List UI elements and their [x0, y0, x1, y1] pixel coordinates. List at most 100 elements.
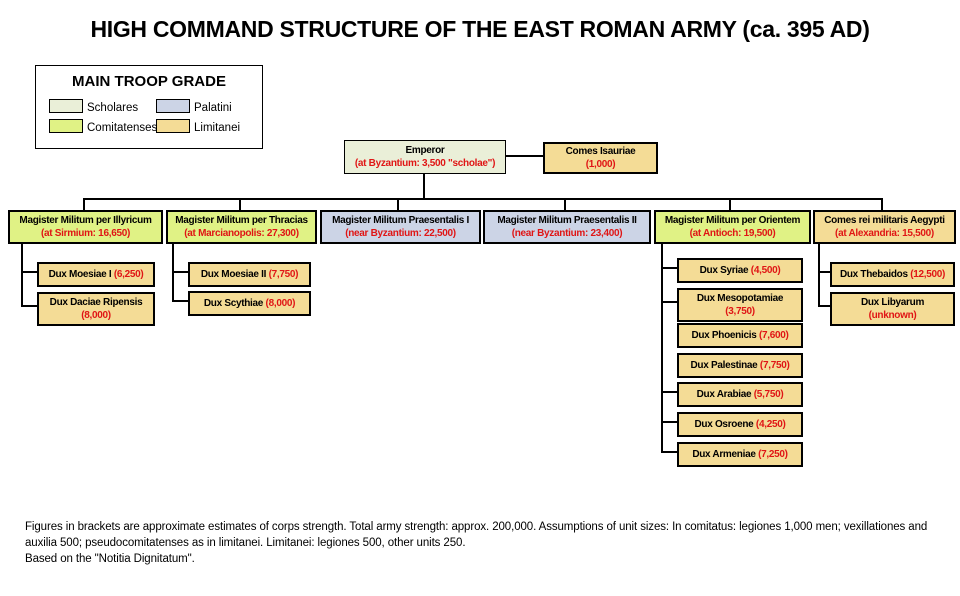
connector-stub: [564, 198, 566, 210]
node-dux-mesopotamiae: Dux Mesopotamiae (3,750): [677, 288, 803, 322]
node-title: Dux Libyarum: [860, 297, 925, 308]
node-title: Magister Militum per Orientem: [664, 215, 801, 226]
node-strength: (at Byzantium: 3,500 "scholae"): [354, 158, 496, 169]
node-strength: (7,750): [268, 269, 299, 280]
legend-label: Scholares: [87, 102, 139, 114]
node-title: Dux Scythiae: [203, 298, 264, 309]
node-comes-isauriae: Comes Isauriae (1,000): [543, 142, 658, 174]
node-title: Dux Moesiae II: [200, 269, 267, 280]
node-dux-moesiae-1: Dux Moesiae I (6,250): [37, 262, 155, 287]
footnotes: Figures in brackets are approximate esti…: [25, 519, 945, 567]
scholares-color-swatch: [49, 99, 83, 113]
legend-box: MAIN TROOP GRADE Scholares Palatini Comi…: [35, 65, 263, 149]
node-title: Dux Mesopotamiae: [696, 293, 784, 304]
node-dux-armeniae: Dux Armeniae (7,250): [677, 442, 803, 467]
node-magister-praesentalis-1: Magister Militum Praesentalis I (near Byz…: [320, 210, 481, 244]
node-comes-aegypti: Comes rei militaris Aegypti (at Alexandri…: [813, 210, 956, 244]
connector-stub: [172, 300, 188, 302]
connector-aegypti-drop: [818, 240, 820, 307]
node-strength: (6,250): [113, 269, 144, 280]
node-strength: (7,600): [758, 330, 789, 341]
connector-stub: [239, 198, 241, 210]
node-title: Dux Moesiae I: [48, 269, 112, 280]
node-title: Dux Daciae Ripensis: [49, 297, 143, 308]
connector-stub: [21, 305, 37, 307]
connector-stub: [21, 271, 37, 273]
node-dux-libyarum: Dux Libyarum (unknown): [830, 292, 955, 326]
node-strength: (1,000): [585, 159, 616, 170]
connector-stub: [661, 451, 677, 453]
node-dux-syriae: Dux Syriae (4,500): [677, 258, 803, 283]
connector-stub: [661, 301, 677, 303]
node-dux-palestinae: Dux Palestinae (7,750): [677, 353, 803, 378]
node-title: Comes rei militaris Aegypti: [824, 215, 945, 226]
node-dux-phoenicis: Dux Phoenicis (7,600): [677, 323, 803, 348]
legend-label: Limitanei: [194, 122, 241, 134]
connector-stub: [729, 198, 731, 210]
node-title: Dux Thebaidos: [839, 269, 908, 280]
node-dux-scythiae: Dux Scythiae (8,000): [188, 291, 311, 316]
connector-stub: [172, 271, 188, 273]
node-strength: (3,750): [725, 306, 755, 317]
node-title: Magister Militum Praesentalis I: [332, 215, 469, 226]
node-title: Dux Arabiae: [696, 389, 752, 400]
node-strength: (8,000): [265, 298, 296, 309]
connector-stub: [397, 198, 399, 210]
node-strength: (at Sirmium: 16,650): [40, 228, 131, 239]
node-strength: (4,250): [755, 419, 786, 430]
node-title: Magister Militum per Illyricum: [19, 215, 152, 226]
connector-bus: [83, 198, 883, 200]
node-dux-moesiae-2: Dux Moesiae II (7,750): [188, 262, 311, 287]
node-strength: (near Byzantium: 22,500): [345, 228, 456, 239]
palatini-color-swatch: [156, 99, 190, 113]
page-title: HIGH COMMAND STRUCTURE OF THE EAST ROMAN…: [90, 16, 870, 42]
comitatenses-color-swatch: [49, 119, 83, 133]
node-emperor: Emperor (at Byzantium: 3,500 "scholae"): [344, 140, 506, 174]
node-dux-daciae-ripensis: Dux Daciae Ripensis (8,000): [37, 292, 155, 326]
connector-stub: [83, 198, 85, 210]
connector-stub: [818, 271, 830, 273]
legend-label: Palatini: [194, 102, 232, 114]
node-strength: (at Alexandria: 15,500): [835, 228, 934, 239]
connector-orientem-drop: [661, 240, 663, 453]
legend-label: Comitatenses: [87, 122, 158, 134]
footnote-line: Based on the "Notitia Dignitatum".: [25, 553, 195, 565]
node-strength: (5,750): [753, 389, 784, 400]
node-strength: (4,500): [750, 265, 781, 276]
legend-item-palatini: Palatini: [156, 99, 232, 114]
node-strength: (7,250): [758, 449, 788, 460]
node-dux-osroene: Dux Osroene (4,250): [677, 412, 803, 437]
node-strength: (unknown): [868, 310, 917, 321]
node-strength: (at Antioch: 19,500): [689, 228, 776, 239]
connector-stub: [661, 267, 677, 269]
node-title: Comes Isauriae: [565, 146, 636, 157]
connector-stub: [661, 421, 677, 423]
footnote-line: Figures in brackets are approximate esti…: [25, 521, 928, 533]
node-title: Dux Palestinae: [690, 360, 758, 371]
node-title: Magister Militum per Thracias: [175, 215, 308, 226]
node-strength: (8,000): [81, 310, 111, 321]
legend-title: MAIN TROOP GRADE: [72, 73, 226, 90]
node-strength: (at Marcianopolis: 27,300): [184, 228, 299, 239]
node-title: Dux Phoenicis: [691, 330, 757, 341]
node-magister-thracias: Magister Militum per Thracias (at Marcian…: [166, 210, 317, 244]
connector-emperor-down: [423, 172, 425, 200]
node-dux-arabiae: Dux Arabiae (5,750): [677, 382, 803, 407]
node-title: Magister Militum Praesentalis II: [497, 215, 637, 226]
node-title: Dux Osroene: [694, 419, 754, 430]
connector-stub: [818, 305, 830, 307]
legend-item-limitanei: Limitanei: [156, 119, 240, 134]
limitanei-color-swatch: [156, 119, 190, 133]
node-magister-orientem: Magister Militum per Orientem (at Antioch…: [654, 210, 811, 244]
node-title: Dux Syriae: [699, 265, 749, 276]
footnote-line: auxilia 500; pseudocomitatenses as in li…: [25, 537, 466, 549]
node-title: Emperor: [405, 145, 445, 156]
node-title: Dux Armeniae: [692, 449, 756, 460]
connector-stub: [661, 391, 677, 393]
node-dux-thebaidos: Dux Thebaidos (12,500): [830, 262, 955, 287]
legend-item-comitatenses: Comitatenses: [49, 119, 157, 134]
node-magister-illyricum: Magister Militum per Illyricum (at Sirmiu…: [8, 210, 163, 244]
connector-illyricum-drop: [21, 240, 23, 307]
connector-stub: [881, 198, 883, 210]
